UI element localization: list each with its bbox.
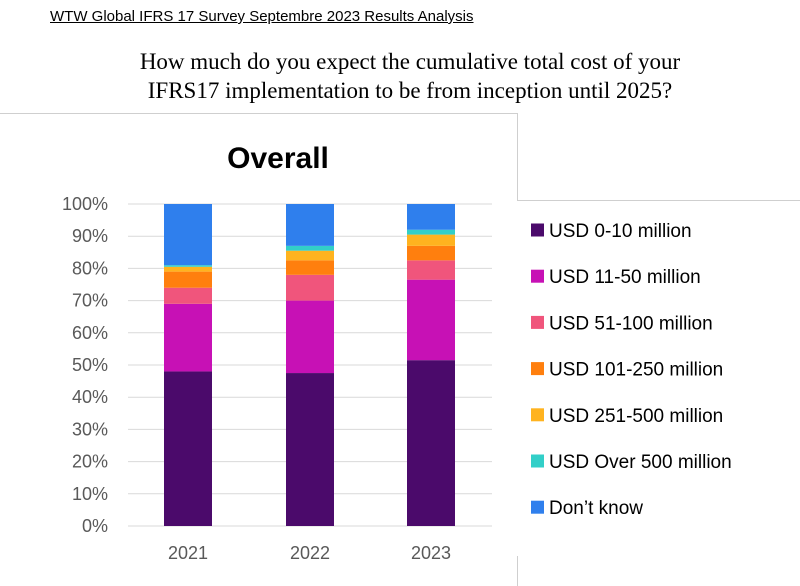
bars	[164, 204, 455, 526]
legend-label: USD 11-50 million	[549, 267, 701, 288]
bar-segment	[407, 204, 455, 230]
chart-title: Overall	[227, 142, 329, 175]
bar-segment	[407, 234, 455, 246]
y-tick-label: 40%	[72, 387, 108, 407]
x-axis-tick-labels: 2021 2022 2023	[168, 543, 451, 563]
bar-segment	[164, 287, 212, 304]
y-tick-label: 20%	[72, 452, 108, 472]
x-tick-label: 2021	[168, 543, 208, 563]
legend-swatch	[531, 454, 544, 468]
legend-swatch	[531, 223, 544, 237]
bar-segment	[164, 204, 212, 266]
y-tick-label: 90%	[72, 226, 108, 246]
panel-border-top	[0, 113, 517, 114]
question-line-2: IFRS17 implementation to be from incepti…	[147, 78, 673, 103]
y-tick-label: 10%	[72, 484, 108, 504]
legend-label: USD 51-100 million	[549, 313, 713, 334]
panel-border-bottom-right	[517, 556, 518, 586]
bar-segment	[164, 271, 212, 288]
legend-swatch	[531, 269, 544, 283]
question-text: How much do you expect the cumulative to…	[0, 47, 800, 105]
bar-segment	[407, 360, 455, 526]
bar-segment	[164, 266, 212, 272]
y-tick-label: 60%	[72, 323, 108, 343]
bar-segment	[407, 245, 455, 261]
bar-segment	[286, 260, 334, 275]
legend-swatch	[531, 315, 544, 329]
bar-segment	[286, 204, 334, 246]
bar-segment	[407, 260, 455, 280]
legend-swatch	[531, 500, 544, 514]
survey-header-link[interactable]: WTW Global IFRS 17 Survey Septembre 2023…	[50, 8, 474, 25]
x-tick-label: 2023	[411, 543, 451, 563]
legend-label: USD 101-250 million	[549, 360, 723, 381]
y-tick-label: 100%	[62, 194, 108, 214]
y-tick-label: 80%	[72, 258, 108, 278]
legend: USD 0-10 million USD 11-50 million USD 51-…	[531, 221, 732, 519]
bar-segment	[286, 274, 334, 301]
bar-segment	[164, 265, 212, 267]
y-axis-tick-labels: 0% 10% 20% 30% 40% 50% 60% 70% 80% 90% 100%	[62, 194, 108, 536]
y-tick-label: 50%	[72, 355, 108, 375]
bar-segment	[164, 303, 212, 372]
bar-segment	[164, 371, 212, 526]
bar-segment	[286, 373, 334, 526]
legend-swatch	[531, 362, 544, 376]
legend-label: USD Over 500 million	[549, 452, 732, 473]
y-tick-label: 30%	[72, 419, 108, 439]
bar-segment	[286, 250, 334, 261]
x-tick-label: 2022	[290, 543, 330, 563]
y-tick-label: 0%	[82, 516, 108, 536]
question-line-1: How much do you expect the cumulative to…	[139, 49, 681, 74]
legend-label: USD 251-500 million	[549, 406, 723, 427]
legend-swatch	[531, 408, 544, 422]
bar-segment	[286, 245, 334, 251]
legend-label: Don’t know	[549, 498, 643, 519]
bar-segment	[407, 229, 455, 235]
bar-segment	[407, 279, 455, 361]
bar-segment	[286, 300, 334, 374]
y-tick-label: 70%	[72, 291, 108, 311]
panel-border-mid-right	[517, 113, 518, 200]
legend-label: USD 0-10 million	[549, 221, 692, 242]
panel-border-step	[517, 200, 800, 201]
